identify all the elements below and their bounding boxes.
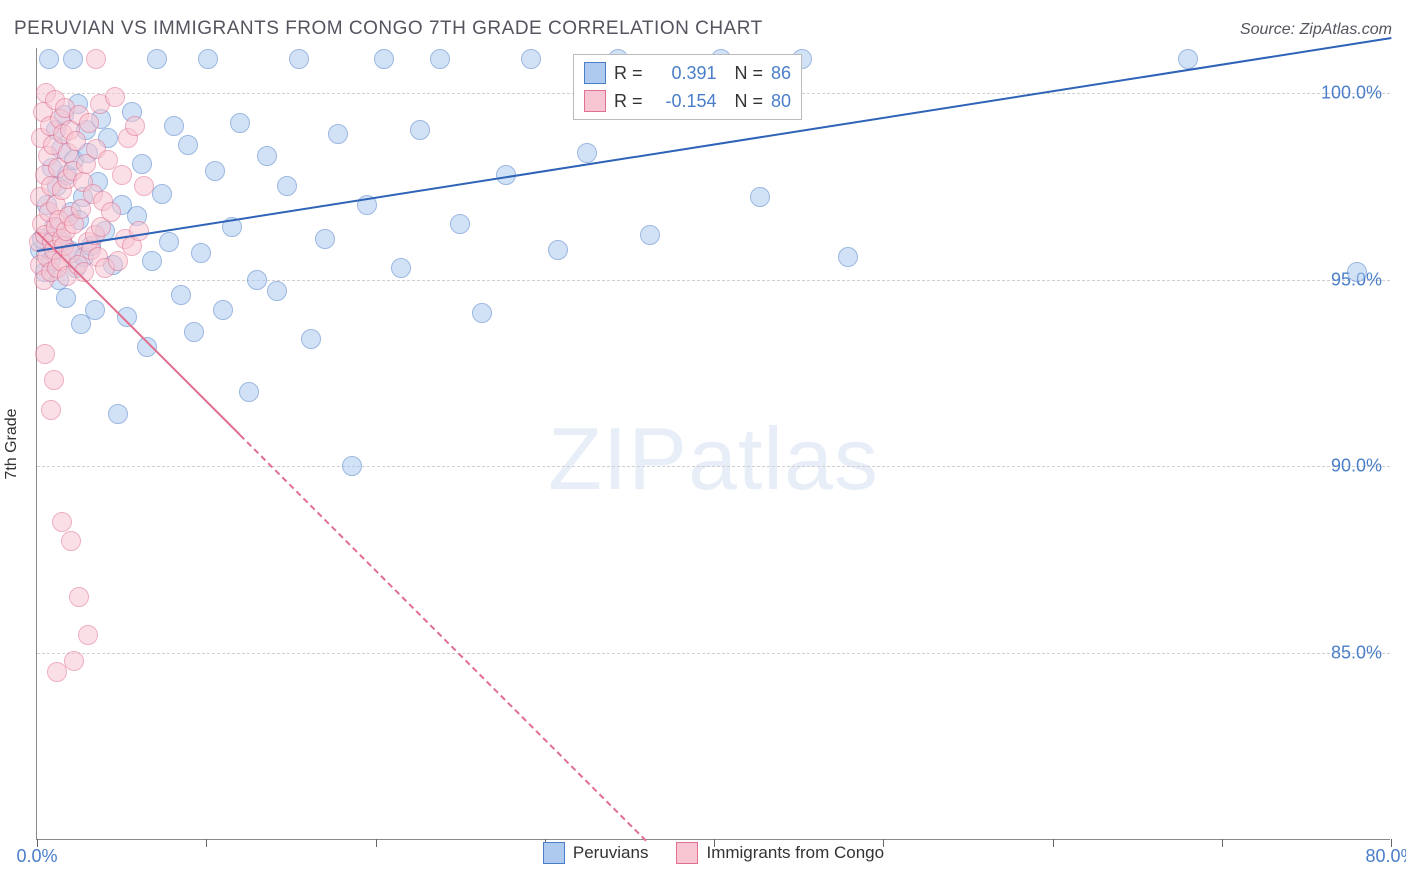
scatter-point [125,116,145,136]
scatter-point [205,161,225,181]
gridline [37,280,1390,281]
scatter-point [134,176,154,196]
scatter-point [1178,49,1198,69]
scatter-point [79,113,99,133]
legend-swatch [584,62,606,84]
chart-title: PERUVIAN VS IMMIGRANTS FROM CONGO 7TH GR… [14,18,763,40]
legend-n-value: 80 [771,91,791,112]
scatter-point [171,285,191,305]
scatter-point [142,251,162,271]
scatter-point [108,404,128,424]
legend-label: Immigrants from Congo [706,843,884,863]
trend-line [239,434,647,841]
scatter-point [61,531,81,551]
scatter-point [52,512,72,532]
y-tick-label: 90.0% [1331,456,1382,477]
plot-area: 7th Grade ZIPatlas 85.0%90.0%95.0%100.0%… [36,48,1390,840]
scatter-point [64,651,84,671]
scatter-point [56,288,76,308]
legend-swatch [584,90,606,112]
scatter-point [66,131,86,151]
scatter-point [472,303,492,323]
scatter-point [391,258,411,278]
scatter-point [152,184,172,204]
legend-r-value: 0.391 [651,63,717,84]
scatter-point [69,587,89,607]
y-axis-label: 7th Grade [3,408,21,479]
correlation-legend: R = 0.391 N = 86 R = -0.154 N = 80 [573,54,802,120]
scatter-point [101,202,121,222]
scatter-point [191,243,211,263]
scatter-point [78,625,98,645]
chart-source: Source: ZipAtlas.com [1240,21,1392,39]
scatter-point [129,221,149,241]
scatter-point [577,143,597,163]
scatter-point [41,400,61,420]
scatter-point [410,120,430,140]
legend-swatch [676,842,698,864]
scatter-point [35,344,55,364]
legend-r-label: R = [614,63,643,84]
scatter-point [147,49,167,69]
trend-line [36,231,241,435]
scatter-point [63,49,83,69]
legend-swatch [543,842,565,864]
scatter-point [640,225,660,245]
legend-n-value: 86 [771,63,791,84]
scatter-point [44,370,64,390]
legend-row: R = 0.391 N = 86 [584,59,791,87]
scatter-point [1347,262,1367,282]
chart-header: PERUVIAN VS IMMIGRANTS FROM CONGO 7TH GR… [14,18,1392,40]
scatter-point [267,281,287,301]
gridline [37,466,1390,467]
series-legend: Peruvians Immigrants from Congo [37,842,1390,869]
scatter-point [39,49,59,69]
scatter-point [184,322,204,342]
scatter-point [342,456,362,476]
legend-r-label: R = [614,91,643,112]
legend-item: Peruvians [543,842,649,864]
scatter-point [548,240,568,260]
scatter-point [159,232,179,252]
y-tick-label: 100.0% [1321,82,1382,103]
scatter-point [85,300,105,320]
scatter-point [301,329,321,349]
scatter-point [132,154,152,174]
scatter-point [213,300,233,320]
scatter-point [112,165,132,185]
scatter-point [521,49,541,69]
plot-canvas: ZIPatlas 85.0%90.0%95.0%100.0%0.0%80.0%R… [36,48,1390,840]
scatter-point [289,49,309,69]
legend-r-value: -0.154 [651,91,717,112]
scatter-point [105,87,125,107]
scatter-point [164,116,184,136]
legend-n-label: N = [735,91,764,112]
legend-label: Peruvians [573,843,649,863]
gridline [37,653,1390,654]
scatter-point [374,49,394,69]
watermark: ZIPatlas [548,408,879,510]
scatter-point [86,49,106,69]
scatter-point [328,124,348,144]
scatter-point [178,135,198,155]
legend-row: R = -0.154 N = 80 [584,87,791,115]
scatter-point [750,187,770,207]
scatter-point [239,382,259,402]
scatter-point [277,176,297,196]
legend-item: Immigrants from Congo [676,842,884,864]
scatter-point [315,229,335,249]
scatter-point [430,49,450,69]
y-tick-label: 85.0% [1331,643,1382,664]
legend-n-label: N = [735,63,764,84]
scatter-point [247,270,267,290]
scatter-point [198,49,218,69]
scatter-point [230,113,250,133]
scatter-point [838,247,858,267]
scatter-point [257,146,277,166]
scatter-point [450,214,470,234]
